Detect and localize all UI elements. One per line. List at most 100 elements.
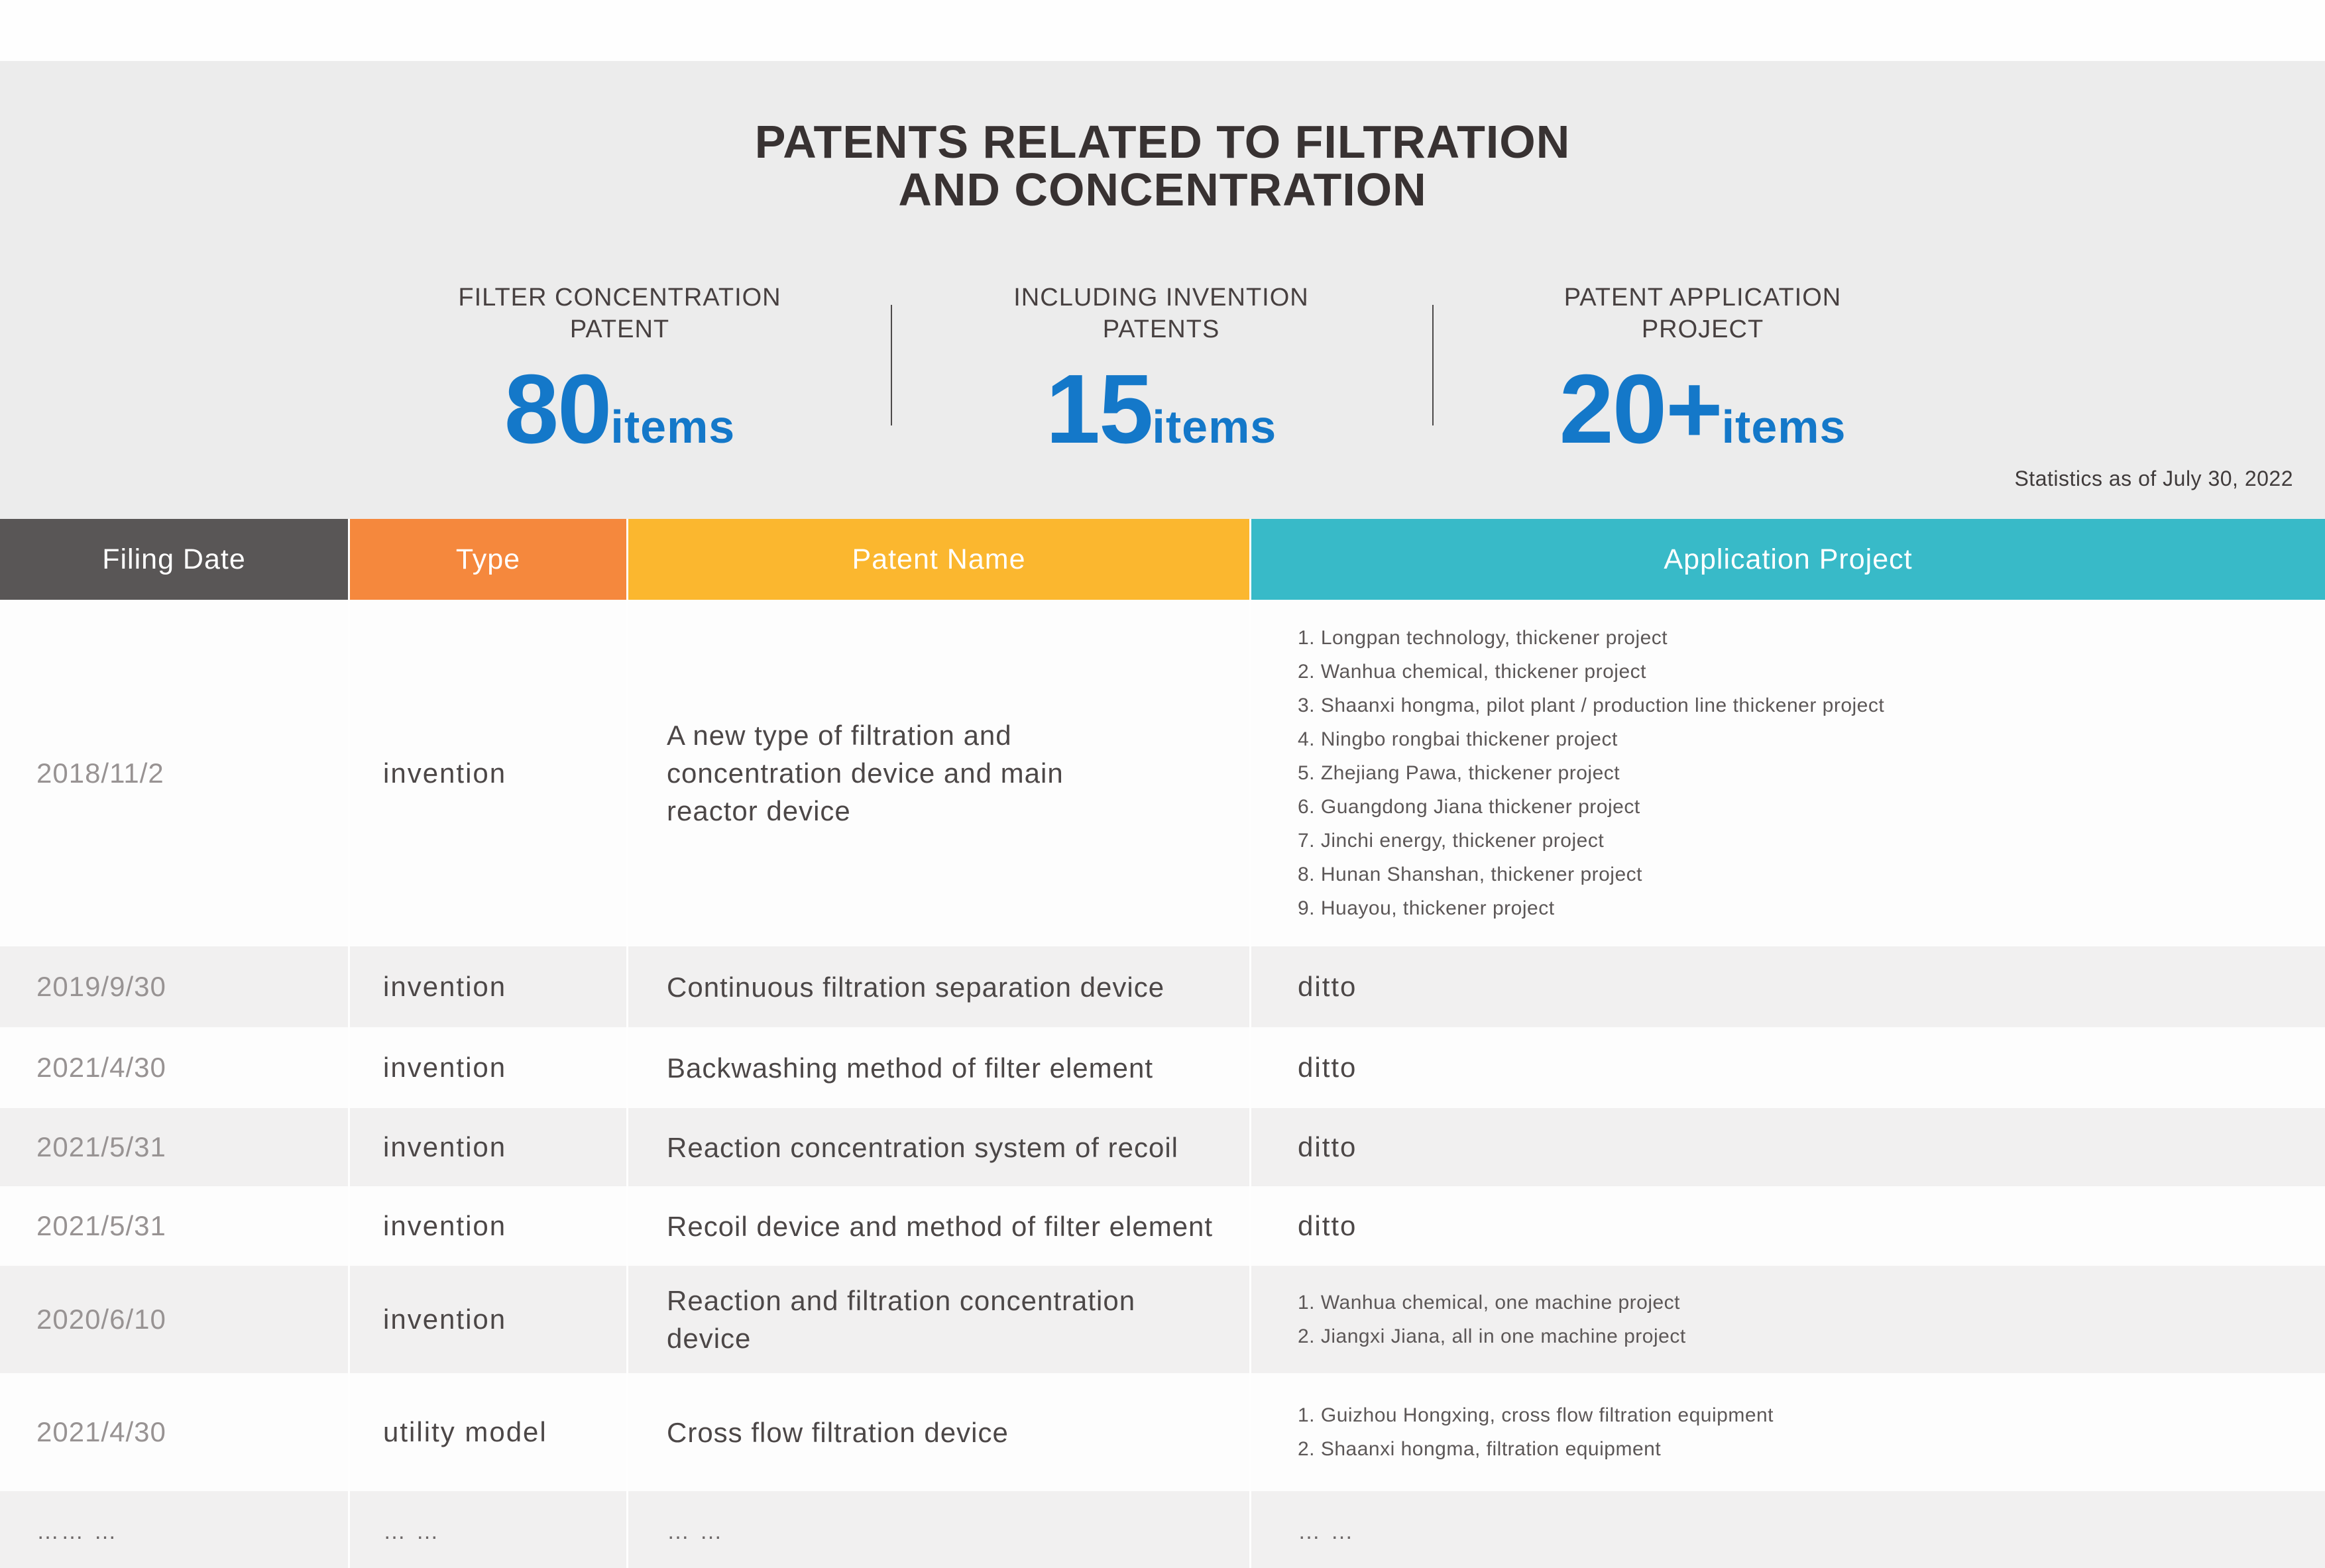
stat-label-line2: PATENT xyxy=(569,315,670,343)
cell-application-project: ditto xyxy=(1249,1186,2325,1266)
stat-including-invention-patents: INCLUDING INVENTION PATENTS 15items xyxy=(896,282,1426,466)
cell-type: invention xyxy=(348,1027,626,1108)
cell-filing-date-text: …… … xyxy=(36,1518,119,1544)
cell-application-project: ditto xyxy=(1249,1027,2325,1108)
column-header-type: Type xyxy=(348,519,626,600)
cell-filing-date: 2019/9/30 xyxy=(0,946,348,1027)
cell-filing-date-text: 2021/4/30 xyxy=(36,1052,166,1083)
statistics-note: Statistics as of July 30, 2022 xyxy=(2014,467,2293,490)
cell-patent-name: Reaction concentration system of recoil xyxy=(626,1108,1249,1186)
stat-number: 20+ xyxy=(1559,355,1723,464)
stat-label-line1: INCLUDING INVENTION xyxy=(1013,284,1309,311)
cell-type: … … xyxy=(348,1491,626,1568)
cell-patent-name-text: Continuous filtration separation device xyxy=(667,971,1165,1003)
cell-patent-name: A new type of filtration and concentrati… xyxy=(626,600,1249,946)
cell-application-project: … … xyxy=(1249,1491,2325,1568)
cell-patent-name: … … xyxy=(626,1491,1249,1568)
table-body: 2018/11/2 invention A new type of filtrati… xyxy=(0,600,2325,1568)
stat-unit: items xyxy=(1152,401,1277,453)
stat-number: 15 xyxy=(1045,355,1154,464)
cell-filing-date-text: 2021/4/30 xyxy=(36,1416,166,1447)
table-row: 2021/4/30 utility model Cross flow filtrat… xyxy=(0,1373,2325,1491)
column-header-application-project: Application Project xyxy=(1249,519,2325,600)
cell-filing-date: 2021/4/30 xyxy=(0,1373,348,1491)
table-row: 2018/11/2 invention A new type of filtrati… xyxy=(0,600,2325,946)
hero-band: PATENTS RELATED TO FILTRATION AND CONCEN… xyxy=(0,61,2325,519)
project-item: 1. Wanhua chemical, one machine project xyxy=(1298,1292,1681,1314)
column-header-filing-date: Filing Date xyxy=(0,519,348,600)
project-item: 7. Jinchi energy, thickener project xyxy=(1298,830,1605,852)
stat-value: 20+items xyxy=(1438,353,1968,466)
cell-type-text: invention xyxy=(383,1210,507,1241)
table-row: 2021/5/31 invention Reaction concentration… xyxy=(0,1108,2325,1186)
stat-unit: items xyxy=(610,401,736,453)
page-title: PATENTS RELATED TO FILTRATION AND CONCEN… xyxy=(0,118,2325,213)
column-header-label: Application Project xyxy=(1664,543,1913,575)
table-row: 2019/9/30 invention Continuous filtration … xyxy=(0,946,2325,1027)
cell-type-text: invention xyxy=(383,757,507,789)
stat-divider xyxy=(891,305,892,425)
cell-application-project: ditto xyxy=(1249,946,2325,1027)
cell-application-project: 1. Longpan technology, thickener project… xyxy=(1249,600,2325,946)
cell-filing-date-text: 2020/6/10 xyxy=(36,1304,166,1335)
table-row: 2021/5/31 invention Recoil device and meth… xyxy=(0,1186,2325,1266)
table-row: 2021/4/30 invention Backwashing method of … xyxy=(0,1027,2325,1108)
column-header-label: Filing Date xyxy=(102,543,246,575)
table-row: 2020/6/10 invention Reaction and filtratio… xyxy=(0,1266,2325,1373)
cell-type-text: invention xyxy=(383,1131,507,1162)
cell-filing-date: 2020/6/10 xyxy=(0,1266,348,1373)
stat-label: INCLUDING INVENTION PATENTS xyxy=(896,282,1426,345)
patent-table: Filing Date Type Patent Name Application Pr… xyxy=(0,519,2325,1568)
project-item: 6. Guangdong Jiana thickener project xyxy=(1298,796,1640,818)
project-item: 1. Longpan technology, thickener project xyxy=(1298,627,1668,649)
cell-type-text: utility model xyxy=(383,1416,547,1447)
cell-filing-date: 2021/5/31 xyxy=(0,1108,348,1186)
cell-application-project: 1. Wanhua chemical, one machine project 2… xyxy=(1249,1266,2325,1373)
project-item: 2. Shaanxi hongma, filtration equipment xyxy=(1298,1438,1662,1460)
stat-unit: items xyxy=(1721,401,1846,453)
table-row: …… … … … … … … … xyxy=(0,1491,2325,1568)
cell-patent-name-text: Reaction and filtration concentration de… xyxy=(667,1285,1136,1354)
cell-patent-name: Recoil device and method of filter eleme… xyxy=(626,1186,1249,1266)
cell-patent-name-text: Reaction concentration system of recoil xyxy=(667,1131,1179,1163)
cell-filing-date: 2021/5/31 xyxy=(0,1186,348,1266)
cell-type: utility model xyxy=(348,1373,626,1491)
stat-number: 80 xyxy=(504,355,612,464)
stat-label: FILTER CONCENTRATION PATENT xyxy=(355,282,885,345)
project-item: 5. Zhejiang Pawa, thickener project xyxy=(1298,762,1620,784)
project-item: 1. Guizhou Hongxing, cross flow filtrati… xyxy=(1298,1404,1774,1426)
cell-patent-name-text: A new type of filtration and concentrati… xyxy=(667,720,1064,826)
stat-label-line2: PROJECT xyxy=(1641,315,1764,343)
cell-patent-name-text: … … xyxy=(667,1518,724,1544)
cell-type: invention xyxy=(348,1266,626,1373)
cell-patent-name: Cross flow filtration device xyxy=(626,1373,1249,1491)
page-title-line1: PATENTS RELATED TO FILTRATION xyxy=(754,116,1571,168)
project-item: 2. Jiangxi Jiana, all in one machine pro… xyxy=(1298,1325,1686,1347)
cell-application-project: ditto xyxy=(1249,1108,2325,1186)
cell-patent-name: Backwashing method of filter element xyxy=(626,1027,1249,1108)
stat-filter-concentration-patent: FILTER CONCENTRATION PATENT 80items xyxy=(355,282,885,466)
stat-label-line1: FILTER CONCENTRATION xyxy=(458,284,781,311)
cell-type: invention xyxy=(348,1186,626,1266)
cell-type-text: invention xyxy=(383,971,507,1002)
cell-patent-name: Continuous filtration separation device xyxy=(626,946,1249,1027)
cell-type: invention xyxy=(348,600,626,946)
stat-value: 15items xyxy=(896,353,1426,466)
project-item: 9. Huayou, thickener project xyxy=(1298,897,1555,919)
cell-filing-date-text: 2019/9/30 xyxy=(36,971,166,1002)
project-item: 4. Ningbo rongbai thickener project xyxy=(1298,728,1618,750)
cell-filing-date: 2018/11/2 xyxy=(0,600,348,946)
table-header-row: Filing Date Type Patent Name Application Pr… xyxy=(0,519,2325,600)
stat-label: PATENT APPLICATION PROJECT xyxy=(1438,282,1968,345)
cell-filing-date: 2021/4/30 xyxy=(0,1027,348,1108)
column-header-patent-name: Patent Name xyxy=(626,519,1249,600)
project-item: 8. Hunan Shanshan, thickener project xyxy=(1298,864,1642,885)
cell-filing-date-text: 2018/11/2 xyxy=(36,757,164,789)
cell-type-text: … … xyxy=(383,1518,441,1544)
cell-type-text: invention xyxy=(383,1304,507,1335)
cell-filing-date-text: 2021/5/31 xyxy=(36,1131,166,1162)
cell-patent-name-text: Backwashing method of filter element xyxy=(667,1052,1154,1084)
cell-filing-date-text: 2021/5/31 xyxy=(36,1210,166,1241)
stat-patent-application-project: PATENT APPLICATION PROJECT 20+items xyxy=(1438,282,1968,466)
